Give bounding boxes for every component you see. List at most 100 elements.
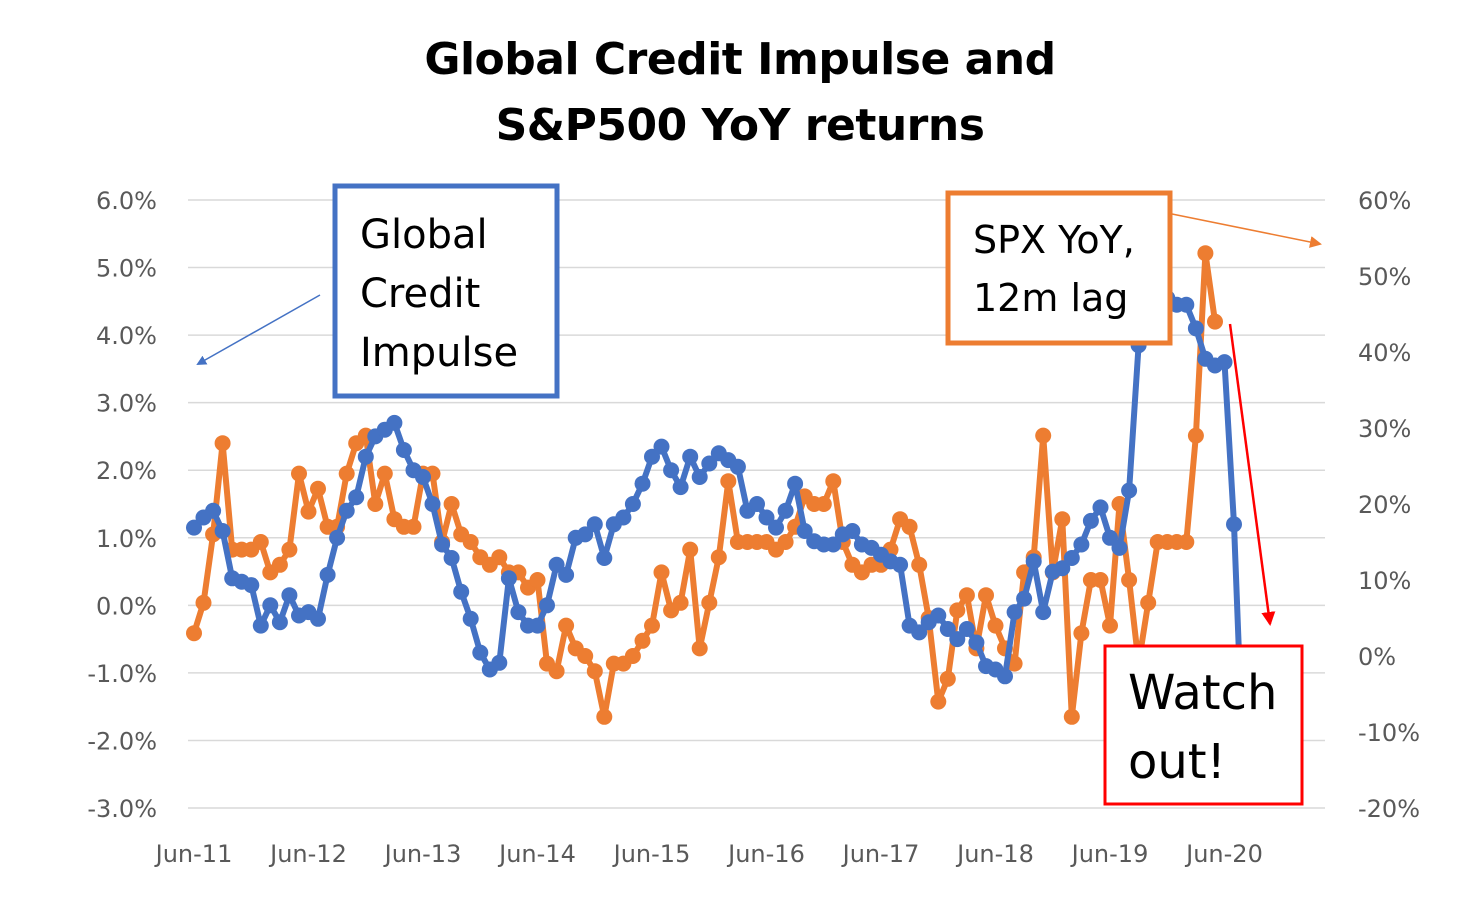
- data-point: [252, 534, 269, 550]
- data-point: [1063, 550, 1080, 566]
- data-point: [777, 502, 794, 519]
- data-point: [997, 668, 1013, 685]
- gci-annotation: Global Credit Impulse: [196, 183, 560, 399]
- data-point: [1178, 534, 1195, 550]
- left-tick-label: 0.0%: [96, 592, 157, 620]
- data-point: [548, 663, 565, 680]
- left-tick-label: 6.0%: [96, 187, 157, 215]
- data-point: [596, 708, 613, 725]
- data-point: [195, 594, 212, 611]
- data-point: [357, 448, 374, 465]
- x-tick-label: Jun-19: [1070, 840, 1149, 868]
- watch-arrow: [1228, 323, 1276, 626]
- gci-box-line-2: Credit: [360, 271, 480, 317]
- data-point: [491, 654, 508, 671]
- data-point: [262, 597, 279, 614]
- data-point: [749, 496, 765, 512]
- data-point: [1140, 594, 1157, 611]
- data-point: [1102, 529, 1118, 546]
- data-point: [958, 621, 975, 637]
- data-point: [443, 550, 460, 566]
- data-point: [338, 465, 355, 482]
- data-point: [1006, 604, 1023, 621]
- data-point: [424, 496, 441, 512]
- data-point: [1178, 296, 1195, 313]
- data-point: [558, 566, 575, 583]
- data-point: [701, 594, 718, 611]
- data-point: [271, 556, 288, 573]
- x-tick-label: Jun-17: [841, 840, 920, 868]
- data-point: [472, 644, 489, 661]
- data-point: [710, 549, 727, 566]
- watch-box-line-2: out!: [1128, 734, 1226, 790]
- data-point: [672, 594, 689, 611]
- data-point: [701, 455, 718, 472]
- data-point: [510, 604, 527, 621]
- data-point: [815, 496, 832, 512]
- data-point: [958, 587, 975, 604]
- data-point: [434, 536, 451, 553]
- data-point: [911, 556, 928, 573]
- chart-title-line-1: Global Credit Impulse and: [424, 34, 1056, 85]
- data-point: [1025, 553, 1042, 570]
- data-point: [443, 496, 460, 512]
- data-point: [1016, 590, 1033, 607]
- data-point: [586, 516, 603, 533]
- right-tick-label: 60%: [1358, 187, 1411, 215]
- data-point: [968, 634, 985, 651]
- gci-arrow: [196, 294, 321, 365]
- data-point: [453, 583, 470, 600]
- data-point: [596, 550, 613, 566]
- data-point: [558, 617, 575, 634]
- data-point: [1092, 499, 1109, 516]
- data-point: [415, 469, 431, 485]
- data-point: [548, 556, 565, 573]
- data-point: [252, 617, 269, 634]
- data-point: [1226, 516, 1242, 533]
- data-point: [844, 523, 861, 539]
- x-tick-label: Jun-20: [1184, 840, 1263, 868]
- gci-box-line-1: Global: [360, 212, 488, 258]
- right-tick-label: 20%: [1358, 491, 1411, 519]
- data-point: [825, 473, 842, 490]
- data-point: [386, 414, 403, 431]
- data-point: [1121, 482, 1138, 499]
- data-point: [949, 631, 966, 648]
- data-point: [1073, 625, 1090, 642]
- chart-title-line-2: S&P500 YoY returns: [495, 100, 985, 151]
- data-point: [310, 610, 326, 627]
- data-point: [634, 632, 651, 649]
- x-tick-label: Jun-14: [497, 840, 576, 868]
- data-point: [939, 621, 956, 637]
- data-point: [825, 536, 842, 553]
- watch-box-line-1: Watch: [1128, 665, 1277, 721]
- data-point: [1054, 560, 1071, 577]
- data-point: [529, 617, 546, 634]
- spx-arrow: [1171, 213, 1322, 248]
- data-point: [1187, 320, 1204, 337]
- data-point: [281, 587, 298, 604]
- data-point: [462, 610, 479, 627]
- data-point: [729, 458, 746, 475]
- data-point: [911, 624, 928, 641]
- watch-annotation: Watch out!: [1103, 323, 1304, 806]
- gci-box: [332, 183, 560, 399]
- data-point: [281, 541, 298, 558]
- data-point: [319, 566, 336, 583]
- data-point: [949, 602, 966, 619]
- data-point: [395, 442, 412, 458]
- data-point: [768, 519, 784, 536]
- x-tick-label: Jun-18: [955, 840, 1034, 868]
- data-point: [586, 663, 603, 680]
- gci-box-line-3: Impulse: [360, 330, 518, 376]
- data-point: [930, 693, 947, 710]
- watch-box: [1103, 644, 1304, 806]
- data-point: [987, 617, 1004, 634]
- left-tick-label: -2.0%: [87, 727, 157, 755]
- data-point: [901, 518, 918, 535]
- data-point: [529, 572, 546, 588]
- data-point: [205, 502, 222, 519]
- data-point: [653, 564, 670, 581]
- data-point: [978, 587, 994, 604]
